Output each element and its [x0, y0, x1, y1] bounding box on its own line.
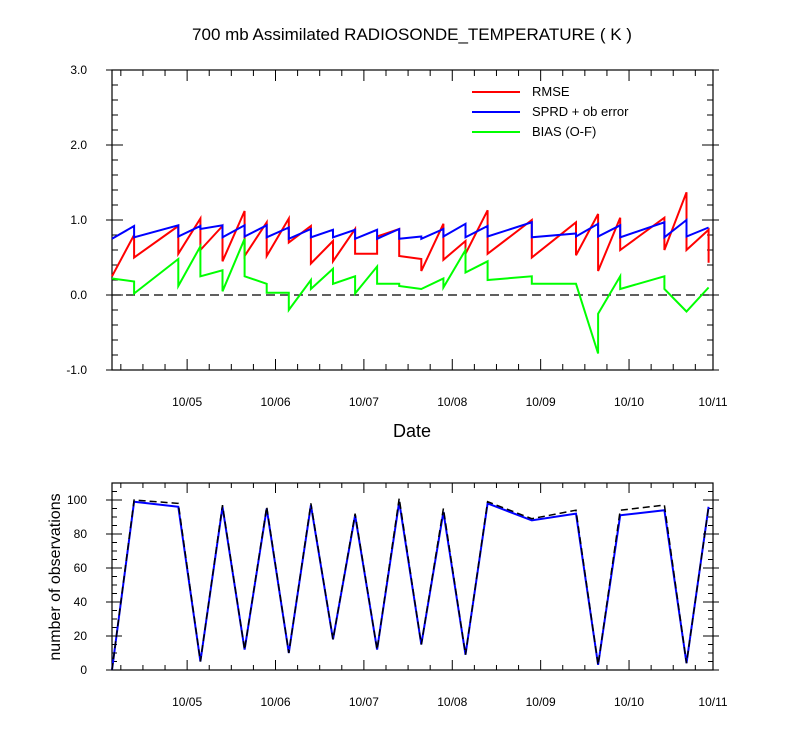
legend-label-1: SPRD + ob error: [532, 104, 629, 119]
top-x-tick-label: 10/07: [349, 395, 379, 409]
top-x-tick-label: 10/06: [260, 395, 290, 409]
top-y-tick-label: -1.0: [66, 363, 87, 377]
bottom-chart-ylabel: number of observations: [47, 493, 64, 660]
legend-label-0: RMSE: [532, 84, 570, 99]
bottom-series-observations-used: [111, 500, 710, 671]
top-x-tick-label: 10/10: [614, 395, 644, 409]
top-y-tick-label: 1.0: [70, 213, 87, 227]
bottom-x-tick-label: 10/10: [614, 695, 644, 709]
top-series-rmse: [111, 191, 710, 277]
bottom-y-tick-label: 0: [80, 663, 87, 677]
top-x-tick-label: 10/11: [698, 395, 727, 409]
top-x-tick-label: 10/09: [526, 395, 556, 409]
top-series-sprd-ob-error: [111, 217, 709, 241]
top-chart-title: 700 mb Assimilated RADIOSONDE_TEMPERATUR…: [192, 25, 632, 44]
bottom-x-tick-label: 10/05: [172, 695, 202, 709]
bottom-series-observations-possible: [111, 498, 710, 671]
bottom-x-tick-label: 10/06: [260, 695, 290, 709]
bottom-y-tick-label: 20: [74, 629, 88, 643]
top-x-tick-label: 10/08: [437, 395, 467, 409]
bottom-y-tick-label: 60: [74, 561, 88, 575]
top-x-tick-label: 10/05: [172, 395, 202, 409]
bottom-x-tick-label: 10/07: [349, 695, 379, 709]
top-y-tick-label: 2.0: [70, 138, 87, 152]
bottom-x-tick-label: 10/08: [437, 695, 467, 709]
top-y-tick-label: 0.0: [70, 288, 87, 302]
legend-label-2: BIAS (O-F): [532, 124, 596, 139]
bottom-y-tick-label: 80: [74, 527, 88, 541]
bottom-y-tick-label: 100: [67, 493, 87, 507]
bottom-x-tick-label: 10/11: [698, 695, 727, 709]
top-series-bias-o-f: [111, 238, 710, 354]
top-chart-xlabel: Date: [393, 421, 431, 441]
bottom-plot-frame: [111, 482, 714, 671]
top-y-tick-label: 3.0: [70, 63, 87, 77]
bottom-x-tick-label: 10/09: [526, 695, 556, 709]
bottom-y-tick-label: 40: [74, 595, 88, 609]
